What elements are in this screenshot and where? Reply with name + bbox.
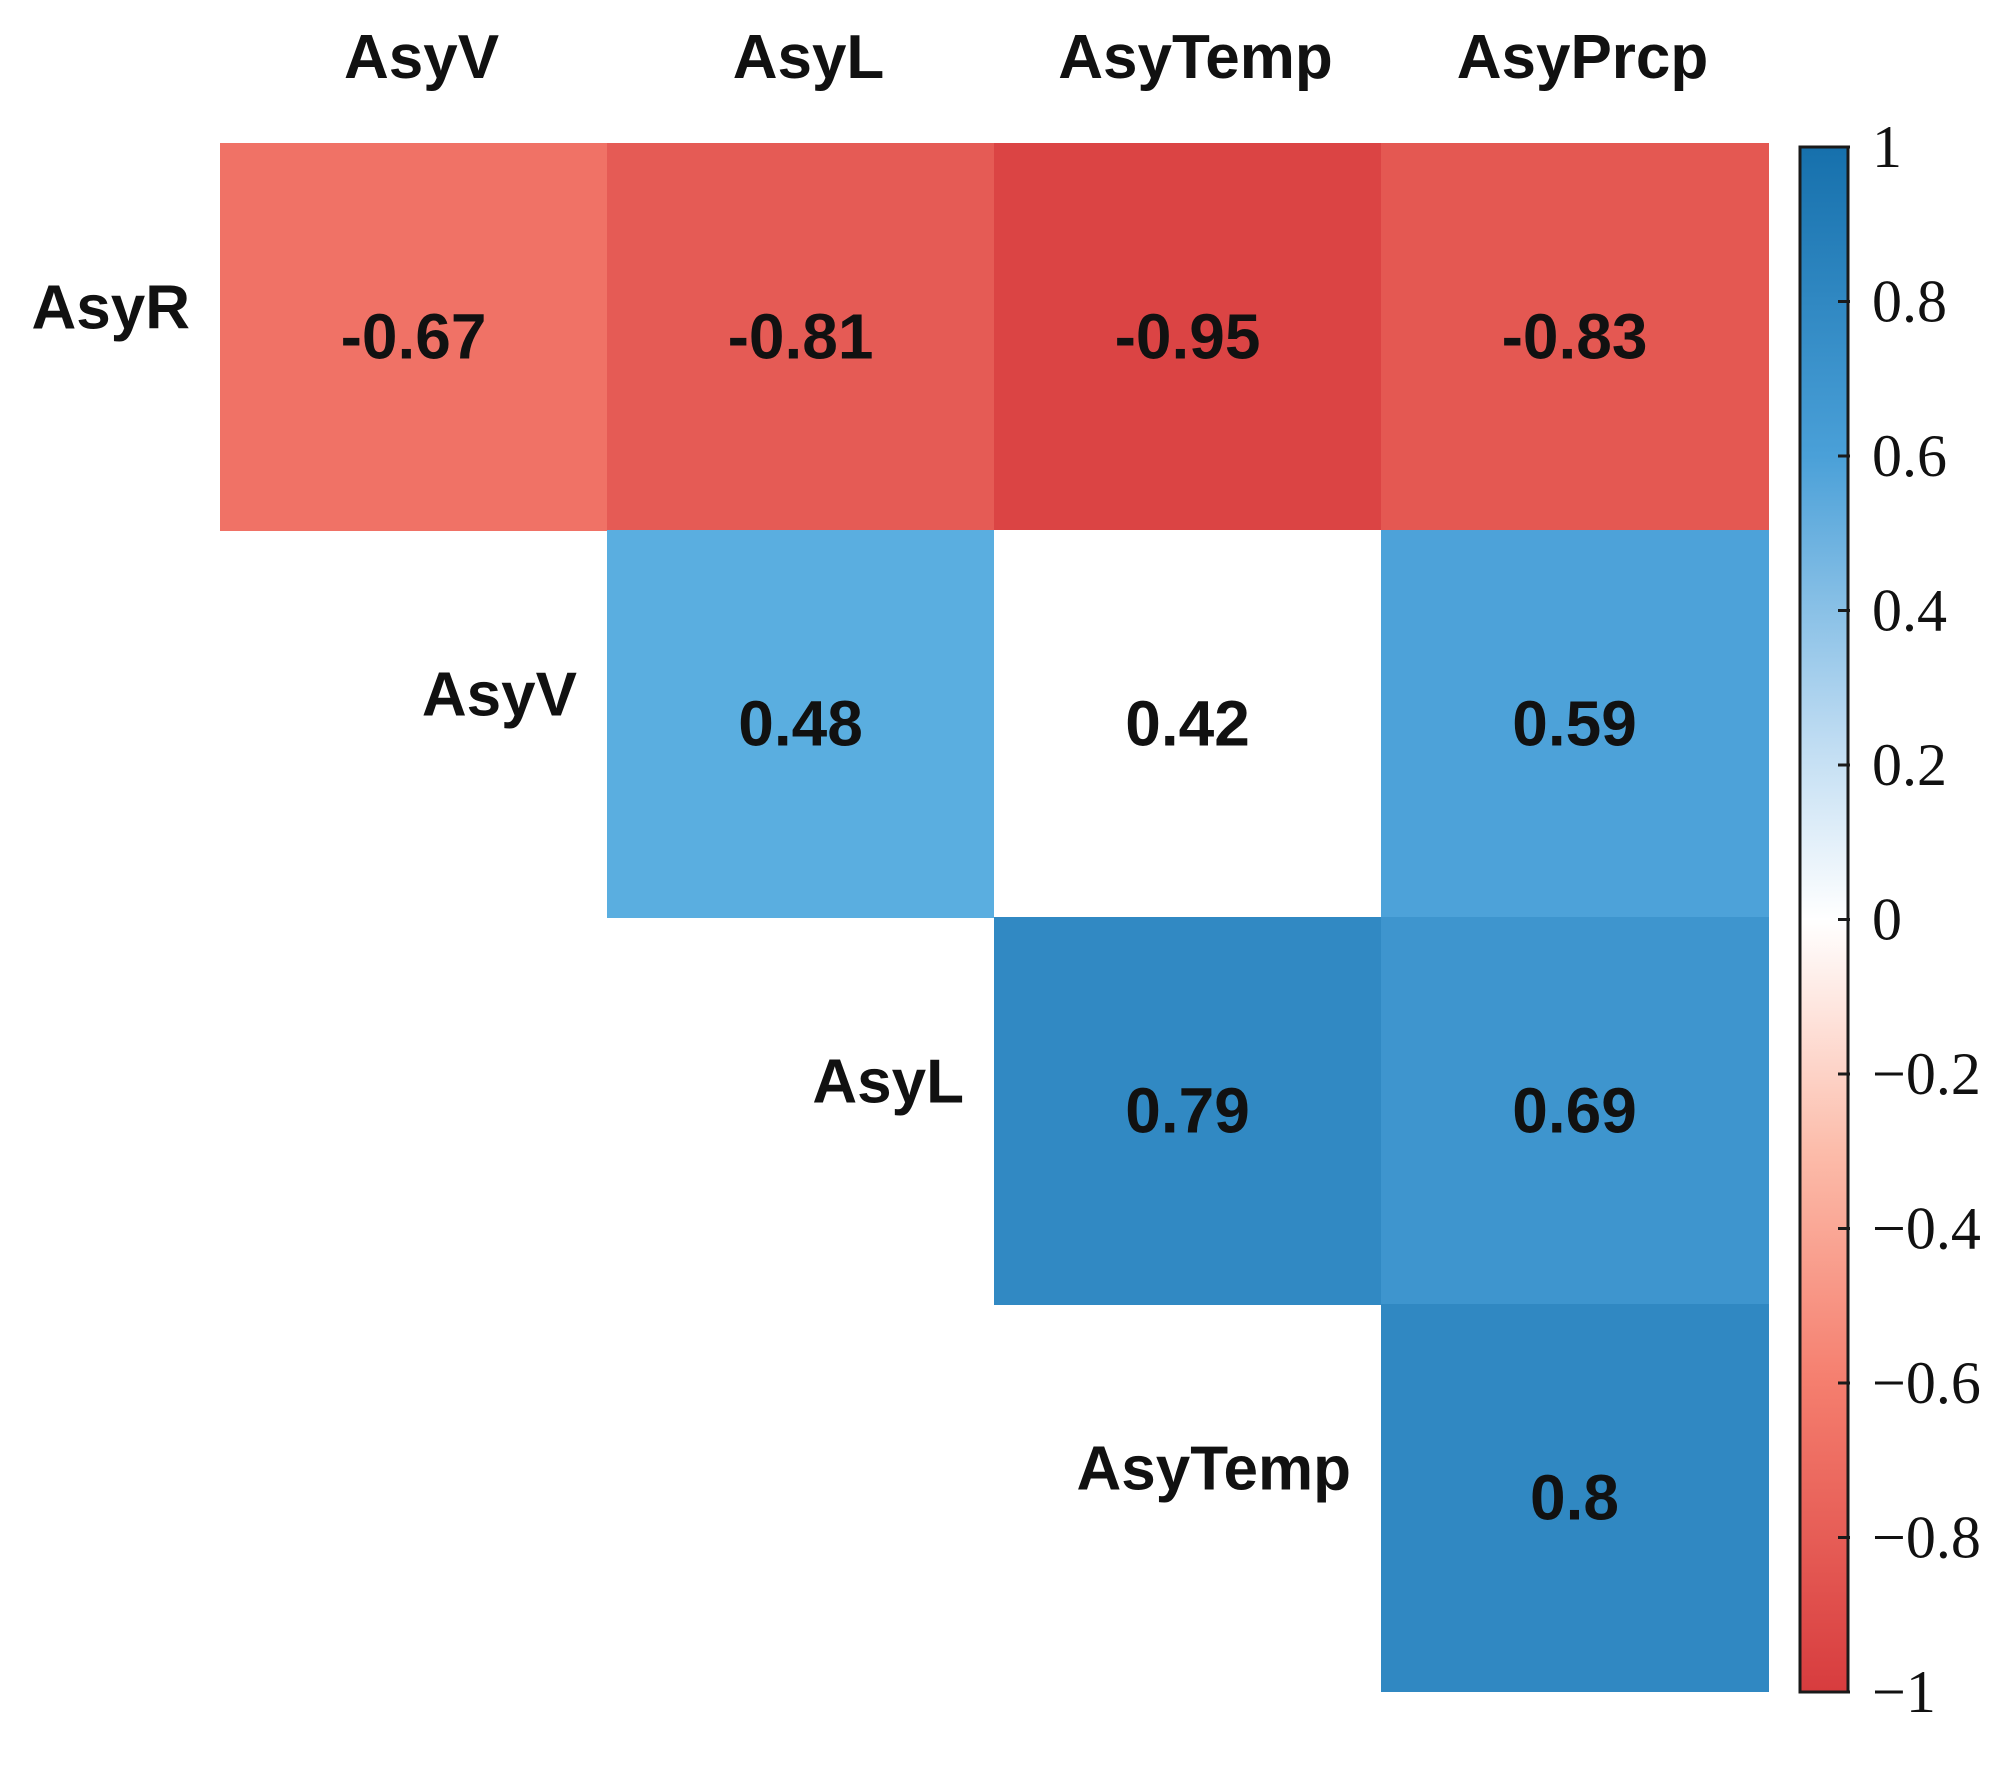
colorbar-tick-label: 1	[1872, 114, 1902, 180]
colorbar-tick-label: −1	[1872, 1659, 1936, 1725]
colorbar-tick-label: −0.6	[1872, 1350, 1981, 1416]
cell-value-label-asyv-asytemp: 0.42	[1125, 688, 1250, 760]
heatmap-cell-asyl-asyprcp	[1381, 917, 1769, 1305]
colorbar-tick-label: −0.2	[1872, 1041, 1981, 1107]
cell-value-label-asyr-asyl: -0.81	[728, 301, 874, 373]
colorbar-tick-label: −0.8	[1872, 1505, 1981, 1571]
heatmap-cell-asytemp-asyprcp	[1381, 1304, 1769, 1692]
colorbar-tick-label: 0.2	[1872, 732, 1947, 798]
colorbar-tick-label: 0.6	[1872, 423, 1947, 489]
row-label-asyv: AsyV	[422, 661, 577, 730]
heatmap-cell-asyv-asytemp	[994, 530, 1382, 918]
row-label-asyl: AsyL	[812, 1048, 964, 1117]
column-label-asytemp: AsyTemp	[1058, 23, 1333, 92]
cell-value-label-asyr-asyv: -0.67	[341, 301, 487, 373]
cell-value-label-asyr-asytemp: -0.95	[1115, 301, 1261, 373]
cell-value-label-asytemp-asyprcp: 0.8	[1530, 1462, 1619, 1534]
cell-value-label-asyl-asyprcp: 0.69	[1512, 1075, 1637, 1147]
heatmap-cell-asyr-asytemp	[994, 143, 1382, 531]
cell-value-label-asyv-asyl: 0.48	[738, 688, 863, 760]
colorbar-tick-label: 0	[1872, 887, 1902, 953]
colorbar-tick-label: 0.8	[1872, 269, 1947, 335]
colorbar: 1 0.8 0.6 0.4 0.2 0 −0.2 −0.4 −0.6 −0.8 −1	[1798, 114, 1981, 1725]
row-label-asyr: AsyR	[31, 274, 190, 343]
cell-value-label-asyl-asytemp: 0.79	[1125, 1075, 1250, 1147]
colorbar-tick-label: 0.4	[1872, 578, 1947, 644]
heatmap-cell-asyl-asytemp	[994, 917, 1382, 1305]
heatmap-cell-asyr-asyv	[220, 143, 608, 531]
heatmap-cell-asyv-asyprcp	[1381, 530, 1769, 918]
heatmap-cell-asyv-asyl	[607, 530, 995, 918]
colorbar-tick-label: −0.4	[1872, 1196, 1981, 1262]
cell-value-label-asyr-asyprcp: -0.83	[1502, 301, 1648, 373]
cell-value-label-asyv-asyprcp: 0.59	[1512, 688, 1637, 760]
column-label-asyl: AsyL	[733, 23, 885, 92]
heatmap-cell-asyr-asyprcp	[1381, 143, 1769, 531]
column-label-asyv: AsyV	[344, 23, 499, 92]
heatmap-cell-asyr-asyl	[607, 143, 995, 531]
row-label-asytemp: AsyTemp	[1077, 1435, 1352, 1504]
column-label-asyprcp: AsyPrcp	[1457, 23, 1709, 92]
